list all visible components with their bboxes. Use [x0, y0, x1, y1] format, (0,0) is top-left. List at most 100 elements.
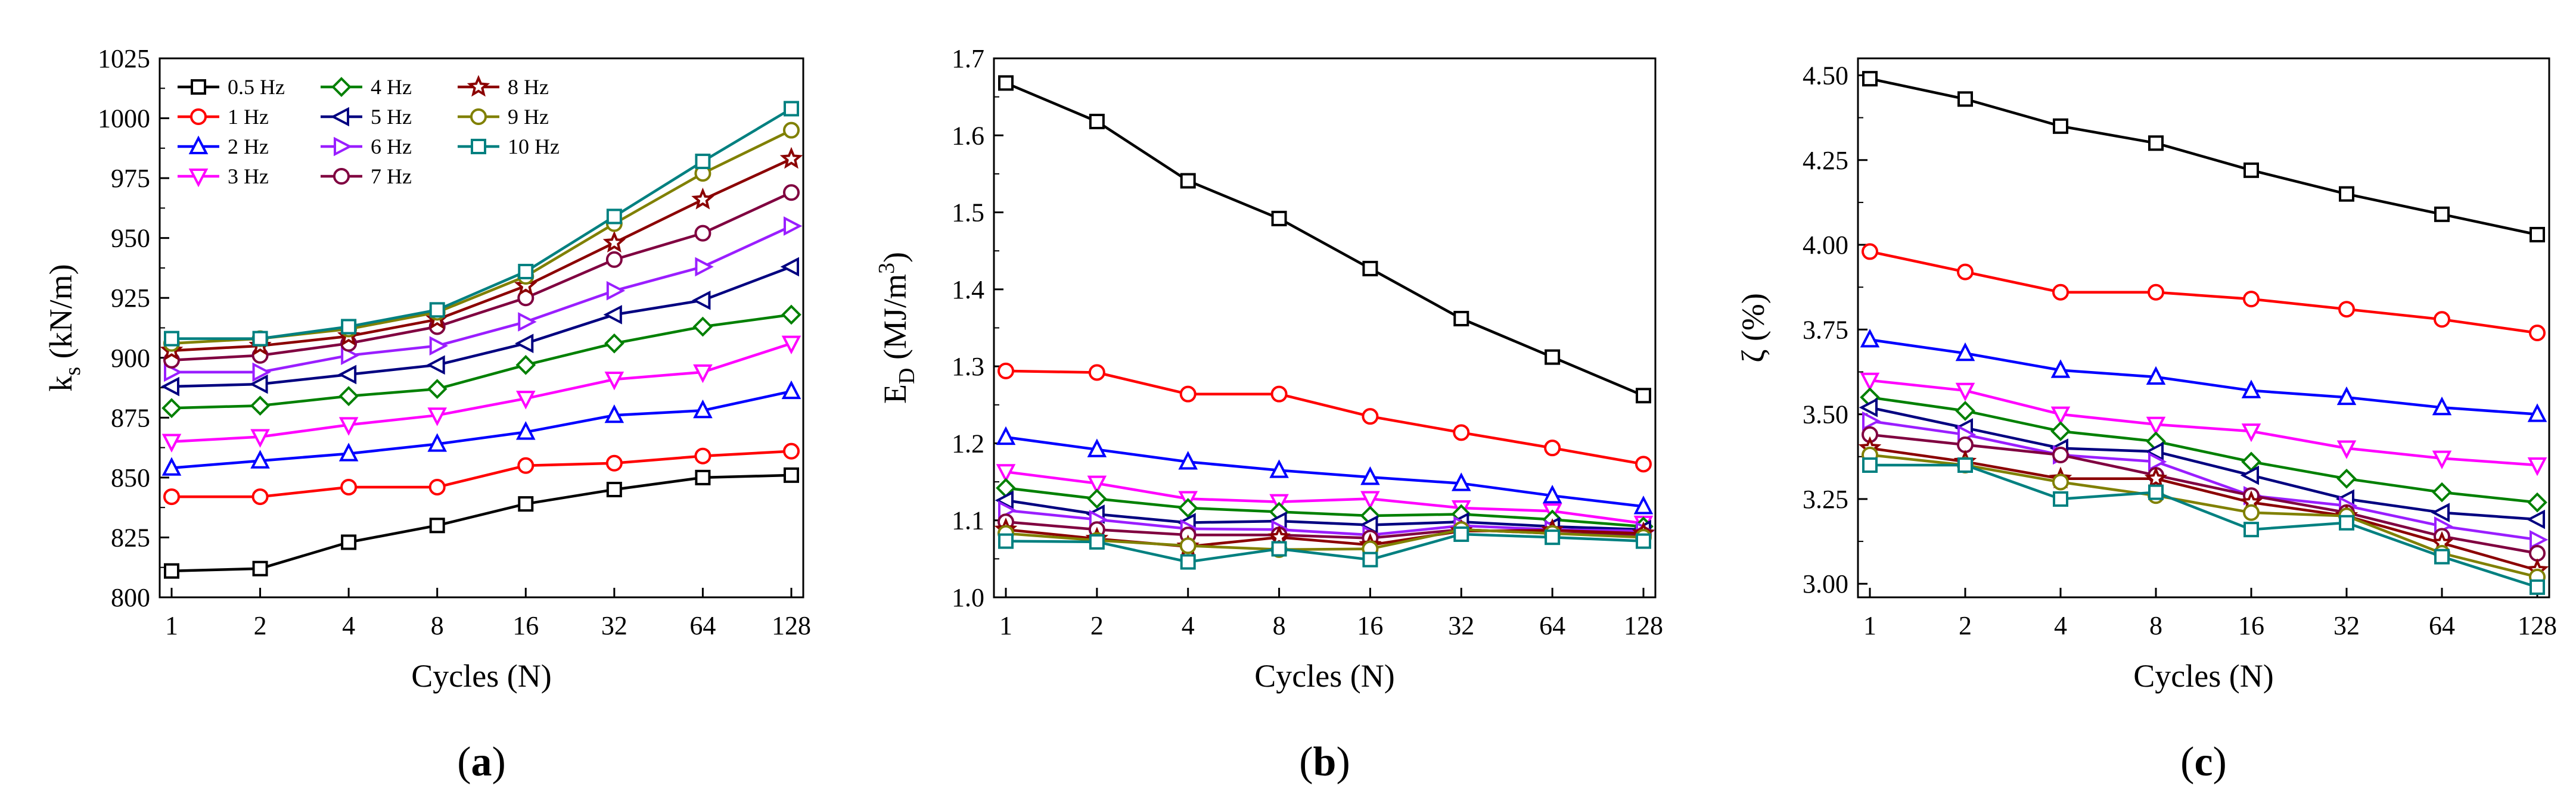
y-axis-label-superscript: 3: [874, 263, 899, 274]
x-tick-label: 16: [2238, 611, 2264, 640]
panel-label-letter: b: [1313, 739, 1337, 785]
x-tick-label: 128: [1624, 611, 1663, 640]
data-point: [2432, 482, 2452, 503]
legend-item: 7 Hz: [321, 164, 412, 188]
x-tick-label: 8: [2149, 611, 2162, 640]
y-tick-label: 1.6: [952, 121, 984, 150]
y-tick-label: 875: [111, 403, 150, 432]
series-line: [1869, 419, 2538, 541]
data-point: [2243, 162, 2259, 178]
data-point: [2336, 440, 2357, 459]
legend-swatch-marker: [190, 108, 207, 125]
x-tick-label: 8: [431, 611, 444, 640]
data-point: [1087, 475, 1107, 494]
data-point: [2432, 396, 2452, 416]
data-point: [252, 362, 271, 382]
data-point: [998, 362, 1014, 379]
data-point: [163, 488, 180, 506]
data-point: [780, 257, 799, 277]
data-point: [1087, 438, 1107, 457]
legend-item: 8 Hz: [458, 74, 549, 99]
data-point: [1270, 385, 1288, 403]
data-point: [996, 464, 1016, 483]
data-point: [161, 398, 182, 419]
data-point: [1177, 498, 1198, 518]
data-point: [2336, 386, 2357, 406]
data-point: [1955, 382, 1975, 402]
series-line: [1869, 379, 2538, 467]
data-point: [692, 290, 711, 310]
data-point: [784, 101, 799, 117]
data-point: [781, 304, 801, 325]
data-point: [1636, 533, 1651, 549]
data-point: [427, 379, 448, 399]
data-point: [2243, 504, 2260, 521]
y-tick-label: 825: [111, 523, 150, 552]
x-axis-label: Cycles (N): [1254, 658, 1394, 694]
legend-item: 0.5 Hz: [178, 75, 285, 99]
legend-swatch-marker: [470, 108, 487, 125]
data-point: [604, 371, 624, 391]
series-4hz: [1860, 387, 2547, 513]
data-point: [781, 335, 801, 354]
data-point: [606, 482, 622, 497]
y-axis-label-close: ): [877, 252, 913, 263]
data-point: [2431, 503, 2450, 522]
series-line: [1005, 487, 1644, 528]
series-line: [172, 450, 792, 498]
legend-swatch-marker: [471, 139, 486, 154]
legend-item: 3 Hz: [178, 164, 269, 188]
series-line: [1005, 369, 1644, 466]
legend-label: 7 Hz: [371, 164, 412, 188]
y-axis-label-main: E: [877, 384, 913, 404]
data-point: [427, 433, 448, 452]
data-point: [1545, 349, 1561, 365]
y-tick-label: 850: [111, 463, 150, 493]
y-axis-label: ζ (%): [1735, 293, 1771, 363]
x-tick-label: 2: [254, 611, 267, 640]
data-point: [1633, 495, 1654, 515]
data-point: [252, 560, 268, 576]
data-point: [694, 225, 711, 242]
y-tick-label: 900: [111, 344, 150, 373]
data-point: [429, 302, 445, 318]
data-point: [604, 333, 624, 354]
y-tick-label: 950: [111, 224, 150, 253]
data-point: [340, 478, 358, 495]
series-line: [1005, 470, 1644, 525]
data-point: [784, 216, 803, 236]
y-tick-label: 3.00: [1803, 569, 1848, 599]
data-point: [2144, 466, 2168, 489]
x-tick-label: 16: [512, 611, 539, 640]
legend-swatch-marker: [333, 168, 350, 185]
data-point: [251, 488, 269, 506]
data-point: [2052, 446, 2069, 463]
y-tick-label: 800: [111, 583, 150, 612]
data-point: [2434, 206, 2450, 222]
data-point: [1178, 451, 1198, 470]
data-point: [2050, 421, 2071, 441]
y-tick-label: 975: [111, 164, 150, 193]
panel-label-close: ): [492, 739, 506, 785]
plot-frame: [1857, 57, 2550, 599]
data-point: [1179, 537, 1197, 554]
data-point: [1859, 397, 1878, 417]
y-axis-label: ks (kN/m): [43, 264, 85, 391]
data-point: [252, 331, 268, 347]
data-point: [2530, 579, 2545, 595]
data-point: [2243, 291, 2260, 308]
y-tick-label: 1000: [98, 104, 150, 133]
panel-label-close: ): [1336, 739, 1350, 785]
data-point: [1955, 401, 1975, 421]
legend-item: 4 Hz: [321, 75, 412, 99]
y-tick-label: 1.0: [952, 583, 984, 612]
series-line: [1869, 250, 2538, 335]
data-point: [606, 280, 626, 301]
y-tick-label: 4.25: [1803, 146, 1848, 175]
x-tick-label: 32: [2333, 611, 2360, 640]
panel-label: (b): [1299, 739, 1350, 785]
data-point: [2526, 509, 2545, 529]
data-point: [2053, 491, 2068, 507]
y-tick-label: 3.25: [1803, 485, 1848, 514]
